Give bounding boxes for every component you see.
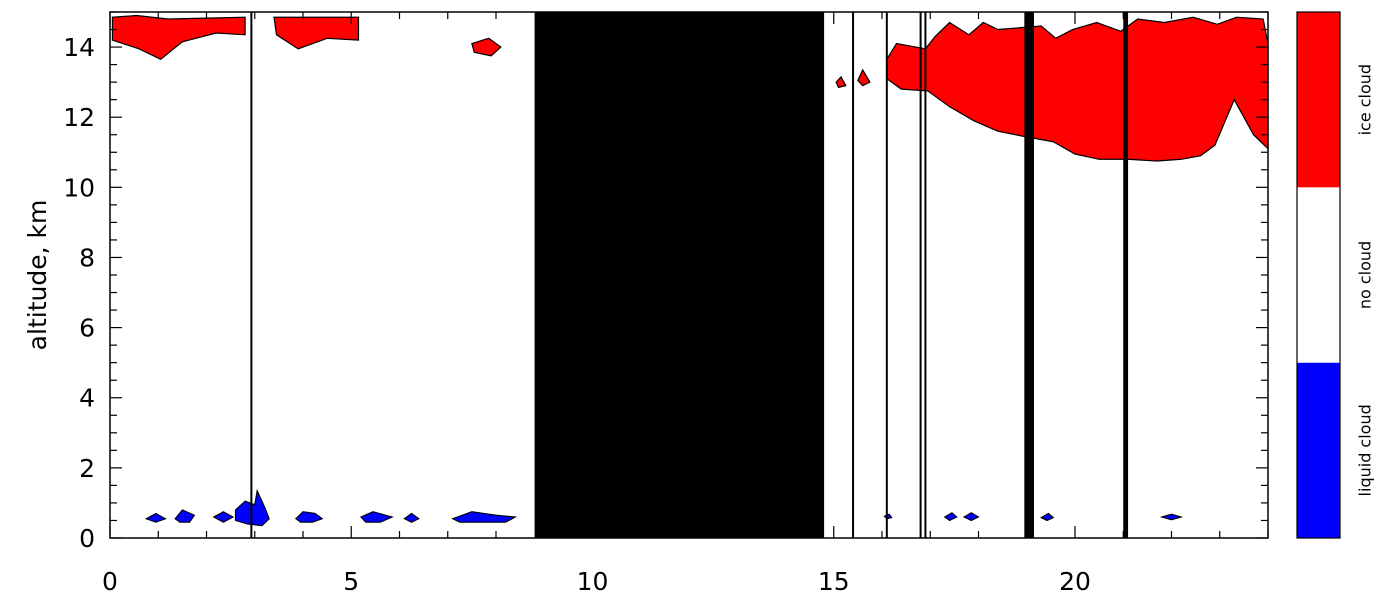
y-axis-label: altitude, km bbox=[23, 200, 52, 351]
legend-label: ice cloud bbox=[1356, 64, 1375, 135]
y-tick-label: 14 bbox=[63, 33, 95, 62]
liquid-cloud-region bbox=[294, 511, 324, 523]
legend-label: liquid cloud bbox=[1356, 404, 1375, 496]
ice-cloud-region bbox=[835, 75, 847, 89]
x-tick-label: 15 bbox=[818, 567, 850, 596]
y-tick-label: 4 bbox=[79, 384, 95, 413]
ice-cloud-region bbox=[111, 14, 246, 61]
y-tick-label: 12 bbox=[63, 103, 95, 132]
ice-cloud-region bbox=[471, 37, 502, 57]
liquid-cloud-region bbox=[174, 509, 196, 523]
y-tick-label: 8 bbox=[79, 243, 95, 272]
liquid-cloud-region bbox=[359, 511, 394, 523]
y-tick-label: 2 bbox=[79, 454, 95, 483]
legend-swatch bbox=[1297, 362, 1340, 538]
ice-cloud-region bbox=[886, 16, 1269, 162]
liquid-cloud-region bbox=[451, 511, 518, 523]
ice-cloud-region bbox=[273, 16, 360, 50]
y-tick-label: 6 bbox=[79, 314, 95, 343]
x-tick-label: 0 bbox=[102, 567, 118, 596]
liquid-cloud-region bbox=[962, 512, 980, 522]
liquid-cloud-region bbox=[144, 512, 167, 523]
liquid-cloud-region bbox=[403, 512, 420, 523]
y-tick-label: 0 bbox=[79, 524, 95, 553]
x-tick-label: 5 bbox=[343, 567, 359, 596]
no-data-band bbox=[1024, 12, 1034, 538]
x-tick-label: 10 bbox=[577, 567, 609, 596]
y-tick-label: 10 bbox=[63, 173, 95, 202]
liquid-cloud-region bbox=[1040, 512, 1055, 522]
legend-label: no cloud bbox=[1356, 241, 1375, 309]
liquid-cloud-region bbox=[1159, 513, 1184, 521]
liquid-cloud-region bbox=[943, 512, 958, 522]
legend-swatch bbox=[1297, 12, 1340, 188]
ice-cloud-region bbox=[857, 68, 871, 87]
legend-swatch bbox=[1297, 187, 1340, 363]
no-data-band bbox=[534, 12, 825, 538]
legend-frame bbox=[1296, 11, 1341, 539]
liquid-cloud-region bbox=[212, 511, 235, 523]
x-tick-label: 20 bbox=[1059, 567, 1091, 596]
no-data-band bbox=[1123, 12, 1129, 538]
